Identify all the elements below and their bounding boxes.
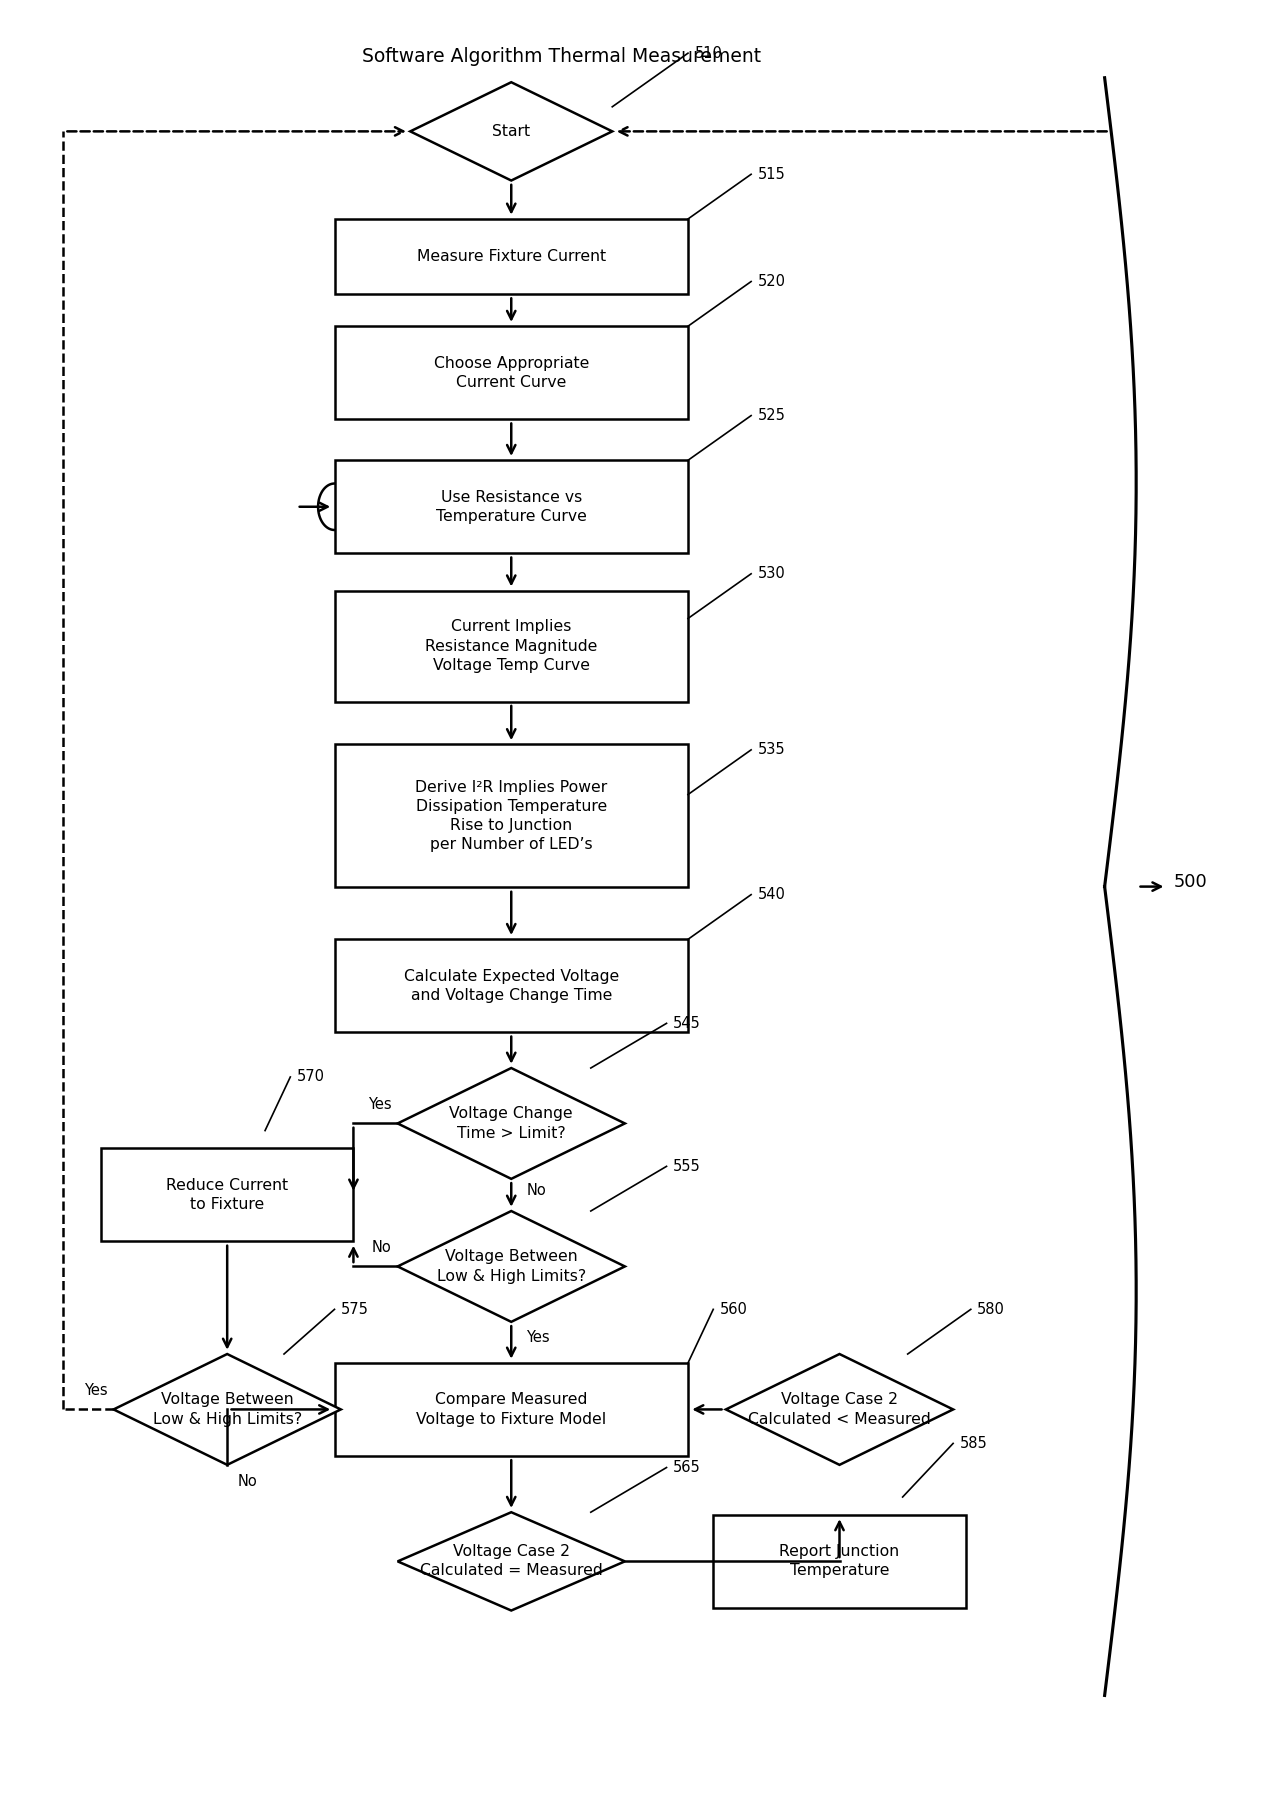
- Polygon shape: [398, 1067, 625, 1179]
- Text: 585: 585: [960, 1436, 987, 1451]
- Text: Measure Fixture Current: Measure Fixture Current: [417, 248, 606, 265]
- Text: Software Algorithm Thermal Measurement: Software Algorithm Thermal Measurement: [362, 47, 761, 67]
- Text: 520: 520: [757, 274, 785, 290]
- Text: Voltage Case 2
Calculated < Measured: Voltage Case 2 Calculated < Measured: [748, 1393, 931, 1427]
- Text: 560: 560: [719, 1301, 747, 1318]
- Text: Start: Start: [492, 124, 530, 139]
- Text: Calculate Expected Voltage
and Voltage Change Time: Calculate Expected Voltage and Voltage C…: [404, 968, 618, 1003]
- FancyBboxPatch shape: [713, 1516, 965, 1607]
- Polygon shape: [411, 83, 612, 180]
- Polygon shape: [398, 1211, 625, 1321]
- FancyBboxPatch shape: [334, 940, 688, 1031]
- Text: No: No: [371, 1240, 391, 1255]
- Text: 525: 525: [757, 409, 785, 423]
- Text: 500: 500: [1174, 873, 1207, 891]
- FancyBboxPatch shape: [334, 461, 688, 553]
- Text: 565: 565: [673, 1460, 700, 1474]
- Text: 555: 555: [673, 1159, 700, 1174]
- FancyBboxPatch shape: [334, 326, 688, 419]
- Text: Voltage Between
Low & High Limits?: Voltage Between Low & High Limits?: [153, 1393, 302, 1427]
- Text: 580: 580: [977, 1301, 1005, 1318]
- Text: Yes: Yes: [367, 1098, 391, 1112]
- Text: 530: 530: [757, 567, 785, 581]
- Text: No: No: [527, 1183, 546, 1199]
- Text: 540: 540: [757, 887, 785, 902]
- Text: Yes: Yes: [527, 1330, 550, 1345]
- Text: Voltage Between
Low & High Limits?: Voltage Between Low & High Limits?: [436, 1249, 586, 1283]
- FancyBboxPatch shape: [334, 745, 688, 887]
- Text: Report Junction
Temperature: Report Junction Temperature: [779, 1544, 900, 1579]
- FancyBboxPatch shape: [101, 1148, 353, 1242]
- Text: Compare Measured
Voltage to Fixture Model: Compare Measured Voltage to Fixture Mode…: [416, 1393, 607, 1427]
- Text: 575: 575: [340, 1301, 368, 1318]
- Polygon shape: [725, 1354, 954, 1465]
- Text: No: No: [237, 1474, 258, 1489]
- Text: 515: 515: [757, 167, 785, 182]
- Polygon shape: [113, 1354, 340, 1465]
- Text: Choose Appropriate
Current Curve: Choose Appropriate Current Curve: [434, 356, 589, 391]
- Text: Derive I²R Implies Power
Dissipation Temperature
Rise to Junction
per Number of : Derive I²R Implies Power Dissipation Tem…: [416, 779, 607, 851]
- Text: 570: 570: [297, 1069, 325, 1084]
- Text: Voltage Case 2
Calculated = Measured: Voltage Case 2 Calculated = Measured: [419, 1544, 603, 1579]
- Text: 510: 510: [695, 45, 722, 61]
- Text: 535: 535: [757, 742, 785, 758]
- Text: Yes: Yes: [84, 1382, 107, 1399]
- FancyBboxPatch shape: [334, 1363, 688, 1456]
- FancyBboxPatch shape: [334, 220, 688, 293]
- Text: Voltage Change
Time > Limit?: Voltage Change Time > Limit?: [449, 1107, 572, 1141]
- FancyBboxPatch shape: [334, 590, 688, 702]
- Text: 545: 545: [673, 1015, 700, 1031]
- Polygon shape: [398, 1512, 625, 1611]
- Text: Use Resistance vs
Temperature Curve: Use Resistance vs Temperature Curve: [436, 490, 586, 524]
- Text: Current Implies
Resistance Magnitude
Voltage Temp Curve: Current Implies Resistance Magnitude Vol…: [425, 619, 598, 673]
- Text: Reduce Current
to Fixture: Reduce Current to Fixture: [166, 1177, 288, 1211]
